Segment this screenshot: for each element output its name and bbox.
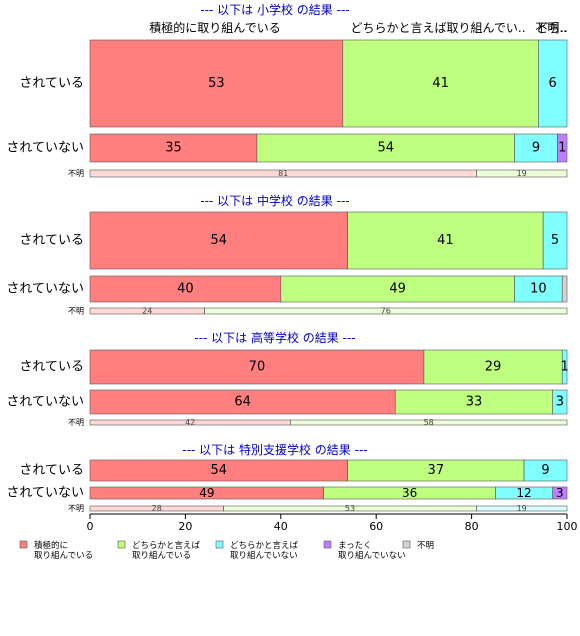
data-label: 76	[381, 307, 391, 316]
group-title: --- 以下は 小学校 の結果 ---	[200, 2, 349, 17]
bar-segment	[514, 133, 558, 163]
bar-segment	[290, 419, 568, 426]
data-label: 19	[517, 504, 527, 513]
data-label: 49	[199, 486, 214, 500]
row-label: 不明	[68, 504, 84, 513]
bar-segment	[89, 211, 348, 270]
data-label: 3	[556, 395, 564, 410]
data-label: 70	[249, 360, 266, 375]
bar-segment	[538, 39, 568, 128]
group-title: --- 以下は 特別支援学校 の結果 ---	[182, 442, 367, 457]
legend-label: 取り組んでいない	[230, 550, 298, 561]
data-label: 1	[558, 141, 566, 156]
row-label: されていない	[6, 395, 84, 410]
data-label: 40	[177, 282, 194, 297]
x-tick-label: 0	[87, 520, 94, 533]
data-label: 6	[549, 76, 557, 91]
bar-segment	[89, 349, 425, 385]
row-label: されている	[19, 360, 84, 375]
row-label: 不明	[68, 418, 84, 427]
bar-segment	[347, 211, 544, 270]
data-label: 33	[466, 395, 483, 410]
legend-label: まったく	[338, 541, 372, 551]
data-label: 24	[142, 307, 152, 316]
data-label: 28	[152, 504, 162, 513]
legend-label: 不明	[417, 541, 434, 551]
bar-segment	[476, 505, 568, 512]
bar-segment	[542, 211, 568, 270]
bar-segment	[476, 169, 568, 178]
x-tick-label: 20	[178, 520, 192, 533]
data-label: 49	[389, 282, 406, 297]
legend-label: どちらかと言えば	[132, 540, 201, 551]
row-label: されていない	[6, 282, 84, 297]
data-label: 9	[541, 463, 549, 478]
column-header: どち..	[536, 21, 568, 35]
data-label: 19	[517, 169, 527, 178]
legend-label: 取り組んでいる	[132, 550, 191, 561]
bar-segment	[561, 349, 568, 385]
x-tick-label: 60	[369, 520, 383, 533]
data-label: 54	[377, 141, 394, 156]
bar-segment	[342, 39, 539, 128]
column-header: 不明..	[535, 21, 567, 35]
legend-swatch	[117, 540, 126, 549]
data-label: 58	[424, 418, 434, 427]
bar-segment	[523, 459, 568, 482]
x-tick-label: 40	[274, 520, 288, 533]
data-label: 64	[234, 395, 251, 410]
data-label: 41	[437, 233, 454, 248]
column-header: どちらかと言えば取り組んでい..	[350, 21, 525, 35]
data-label: 1	[560, 360, 568, 375]
legend-swatch	[402, 540, 411, 549]
bar-segment	[204, 307, 568, 315]
legend-label: 取り組んでいる	[34, 550, 93, 561]
data-label: 54	[211, 233, 228, 248]
bar-segment	[552, 389, 568, 415]
data-label: 54	[211, 463, 228, 478]
row-label: されている	[19, 463, 84, 478]
legend-swatch	[19, 540, 28, 549]
bar-segment	[561, 275, 568, 303]
legend-label: 積極的に	[34, 540, 68, 551]
x-tick-label: 80	[465, 520, 479, 533]
bar-segment	[552, 486, 568, 500]
data-label: 37	[428, 463, 445, 478]
data-label: 53	[208, 76, 225, 91]
bar-segment	[89, 275, 282, 303]
data-label: 3	[556, 486, 564, 500]
column-header: 積極的に取り組んでいる	[149, 20, 280, 35]
bar-segment	[256, 133, 515, 163]
data-label: 36	[402, 486, 417, 500]
data-label: 5	[551, 233, 559, 248]
legend-swatch	[215, 540, 224, 549]
data-label: 12	[516, 486, 531, 500]
row-label: 不明	[68, 307, 84, 316]
bar-segment	[423, 349, 563, 385]
data-label: 35	[165, 141, 182, 156]
row-label: されていない	[6, 486, 84, 501]
group-title: --- 以下は 高等学校 の結果 ---	[194, 330, 355, 345]
data-label: 10	[530, 282, 547, 297]
data-label: 81	[278, 169, 288, 178]
data-label: 9	[532, 141, 540, 156]
x-tick-label: 100	[557, 520, 578, 533]
legend-label: 取り組んでいない	[338, 550, 406, 561]
data-label: 29	[485, 360, 502, 375]
row-label: 不明	[68, 169, 84, 178]
bar-segment	[557, 133, 568, 163]
group-title: --- 以下は 中学校 の結果 ---	[200, 193, 349, 208]
data-label: 41	[432, 76, 449, 91]
legend-swatch	[323, 540, 332, 549]
bar-segment	[394, 389, 553, 415]
legend-label: どちらかと言えば	[230, 540, 299, 551]
row-label: されている	[19, 76, 84, 91]
bar-segment	[514, 275, 563, 303]
row-label: されていない	[6, 141, 84, 156]
data-label: 42	[185, 418, 195, 427]
data-label: 53	[345, 504, 355, 513]
row-label: されている	[19, 233, 84, 248]
bar-segment	[280, 275, 515, 303]
